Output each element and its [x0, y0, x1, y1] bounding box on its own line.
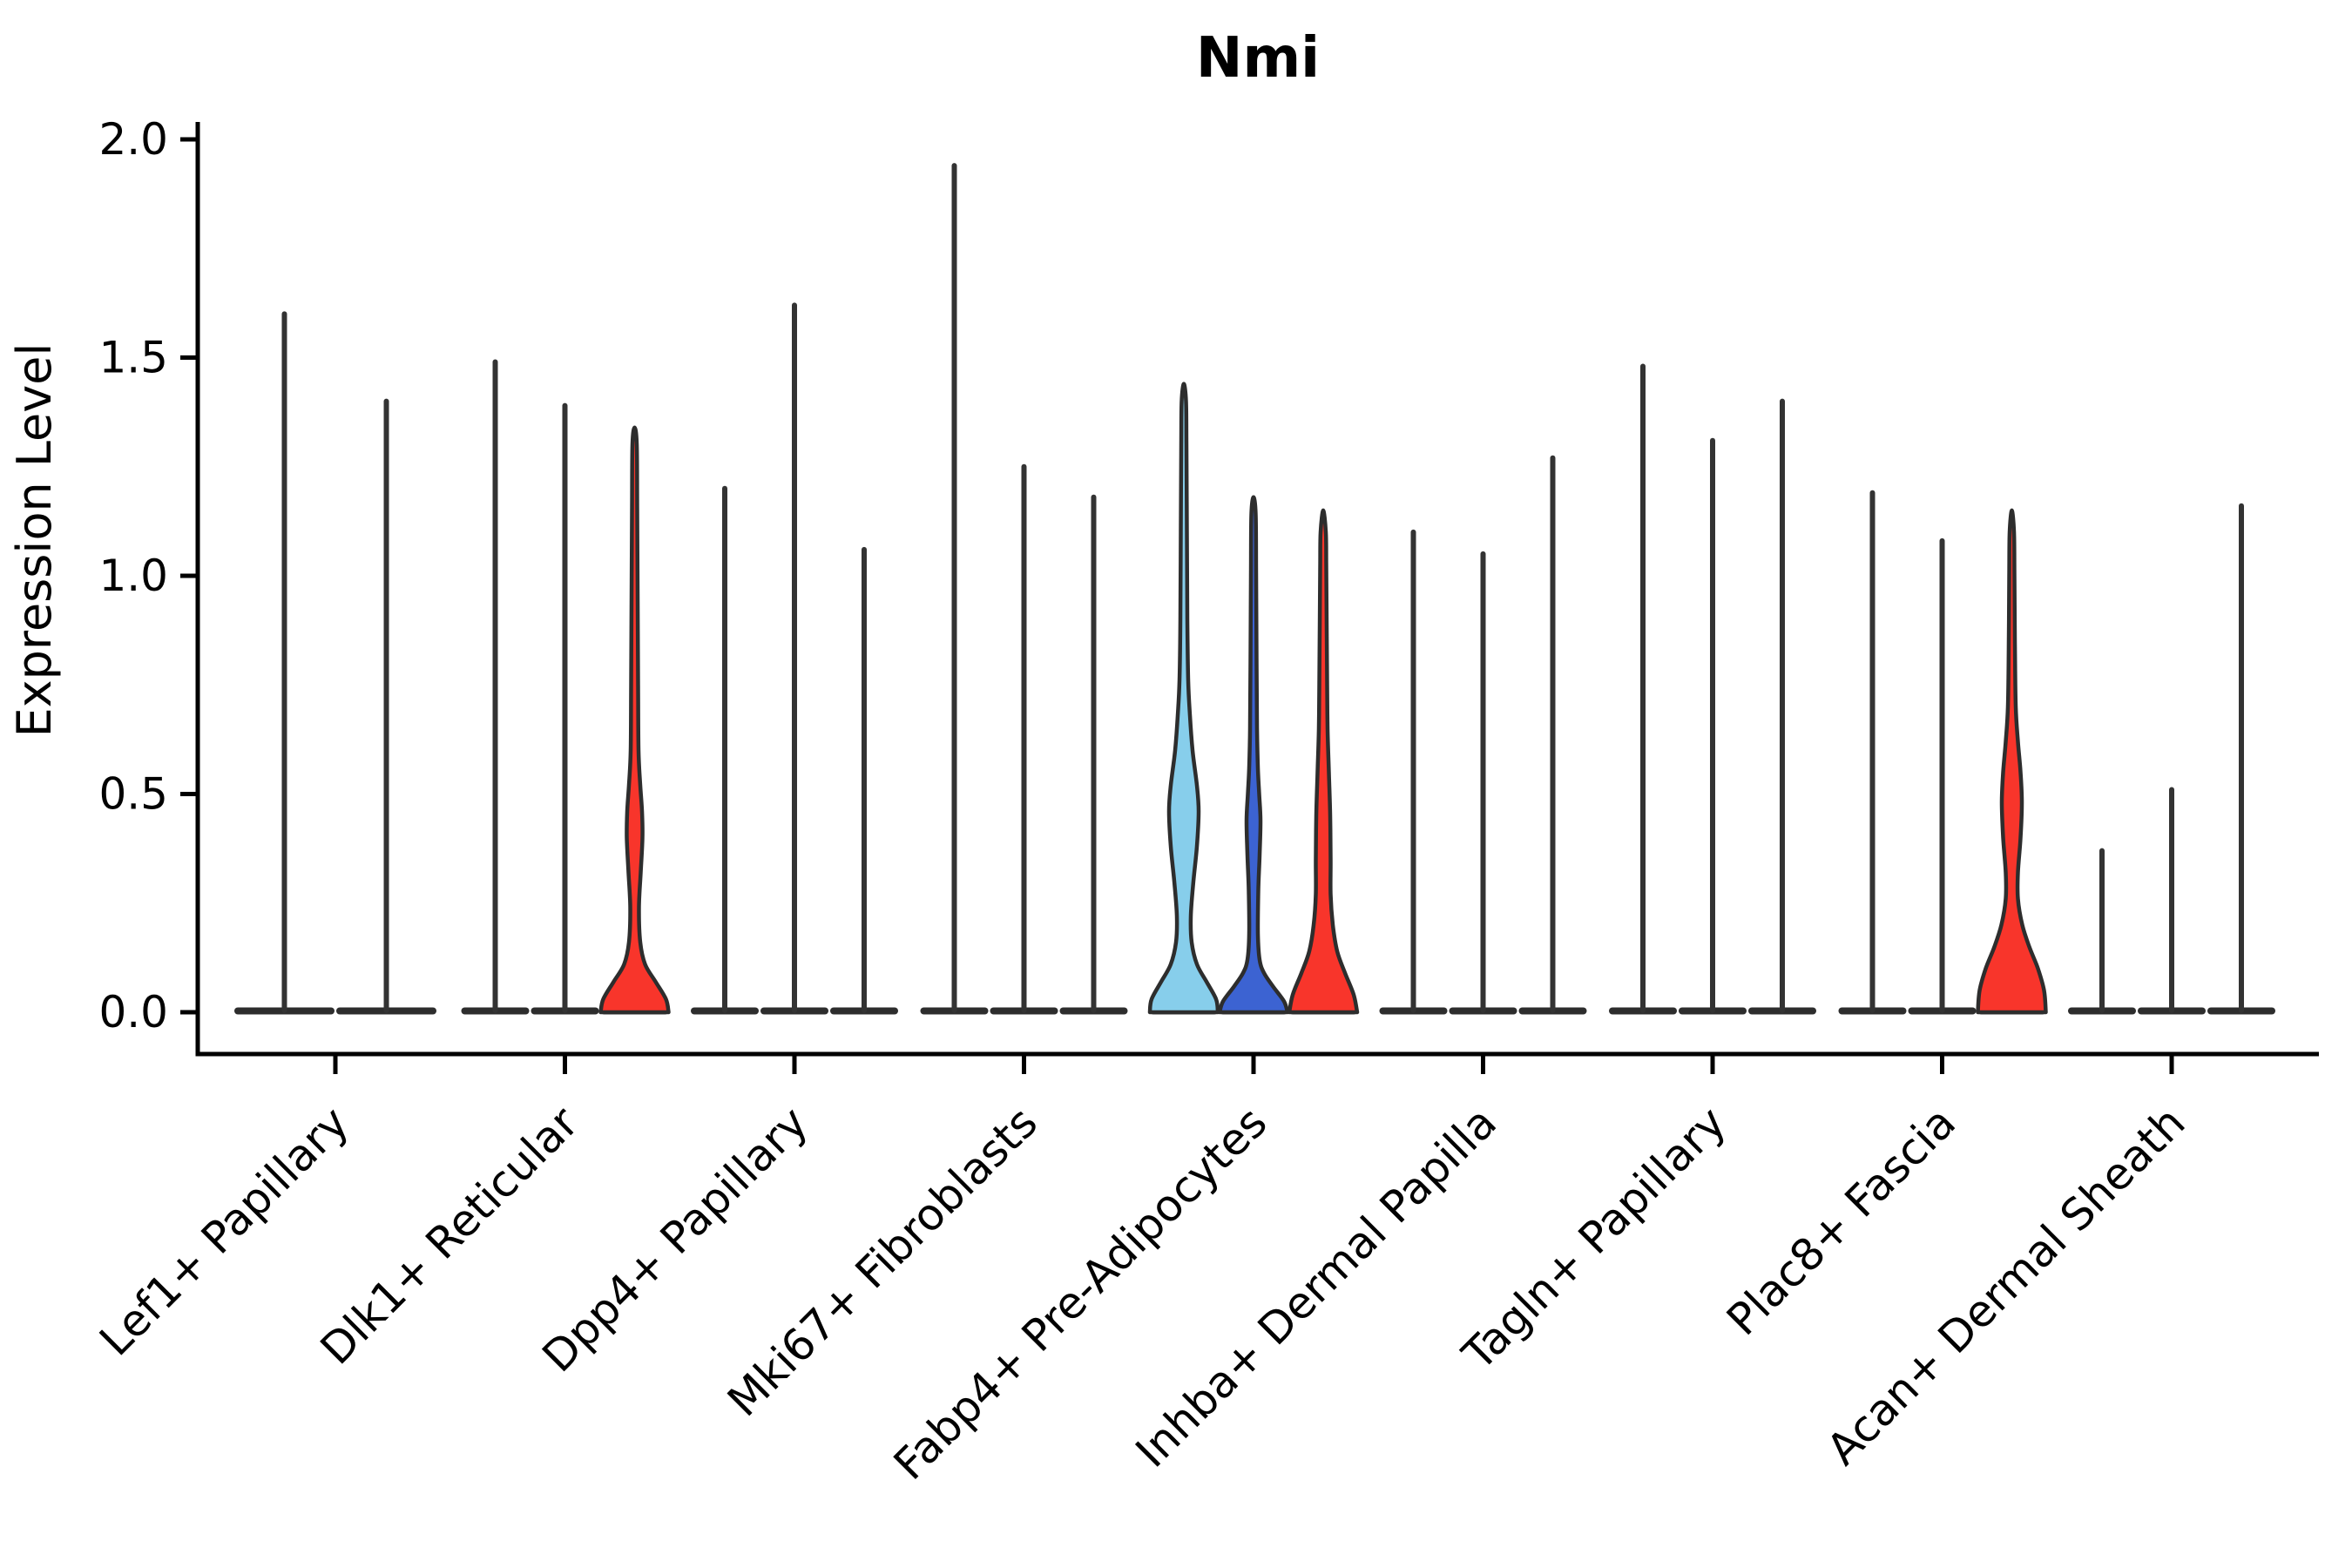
- violin-body-light_blue: [1147, 382, 1220, 1015]
- violin-group-5: [1147, 382, 1360, 1015]
- axes: [180, 122, 2319, 1074]
- violin-group-6: [1379, 455, 1587, 1015]
- violin-marks: [234, 163, 2275, 1015]
- chart-title: Nmi: [1196, 26, 1320, 91]
- violin-group-9: [2068, 503, 2275, 1015]
- violin-group-1: [234, 311, 436, 1015]
- violin-group-8: [1838, 490, 2048, 1015]
- y-tick-label: 1.5: [98, 333, 168, 383]
- violin-body-red: [598, 425, 671, 1015]
- y-axis-label: Expression Level: [7, 343, 62, 738]
- x-tick-label: Lef1+ Papillary: [90, 1097, 358, 1365]
- y-tick-label: 2.0: [98, 114, 168, 165]
- violin-body-red: [1976, 508, 2048, 1015]
- violin-group-2: [461, 359, 671, 1015]
- y-tick-label: 1.0: [98, 551, 168, 601]
- violin-body-red: [1287, 508, 1360, 1015]
- violin-group-7: [1609, 363, 1816, 1015]
- violin-group-3: [691, 302, 898, 1015]
- x-tick-label: Fabp4+ Pre-Adipocytes: [884, 1097, 1277, 1490]
- y-tick-label: 0.0: [98, 987, 168, 1037]
- y-tick-label: 0.5: [98, 769, 168, 820]
- violin-body-dark_blue: [1217, 495, 1290, 1015]
- x-tick-label: Plac8+ Fascia: [1717, 1097, 1965, 1345]
- violin-group-4: [920, 163, 1128, 1015]
